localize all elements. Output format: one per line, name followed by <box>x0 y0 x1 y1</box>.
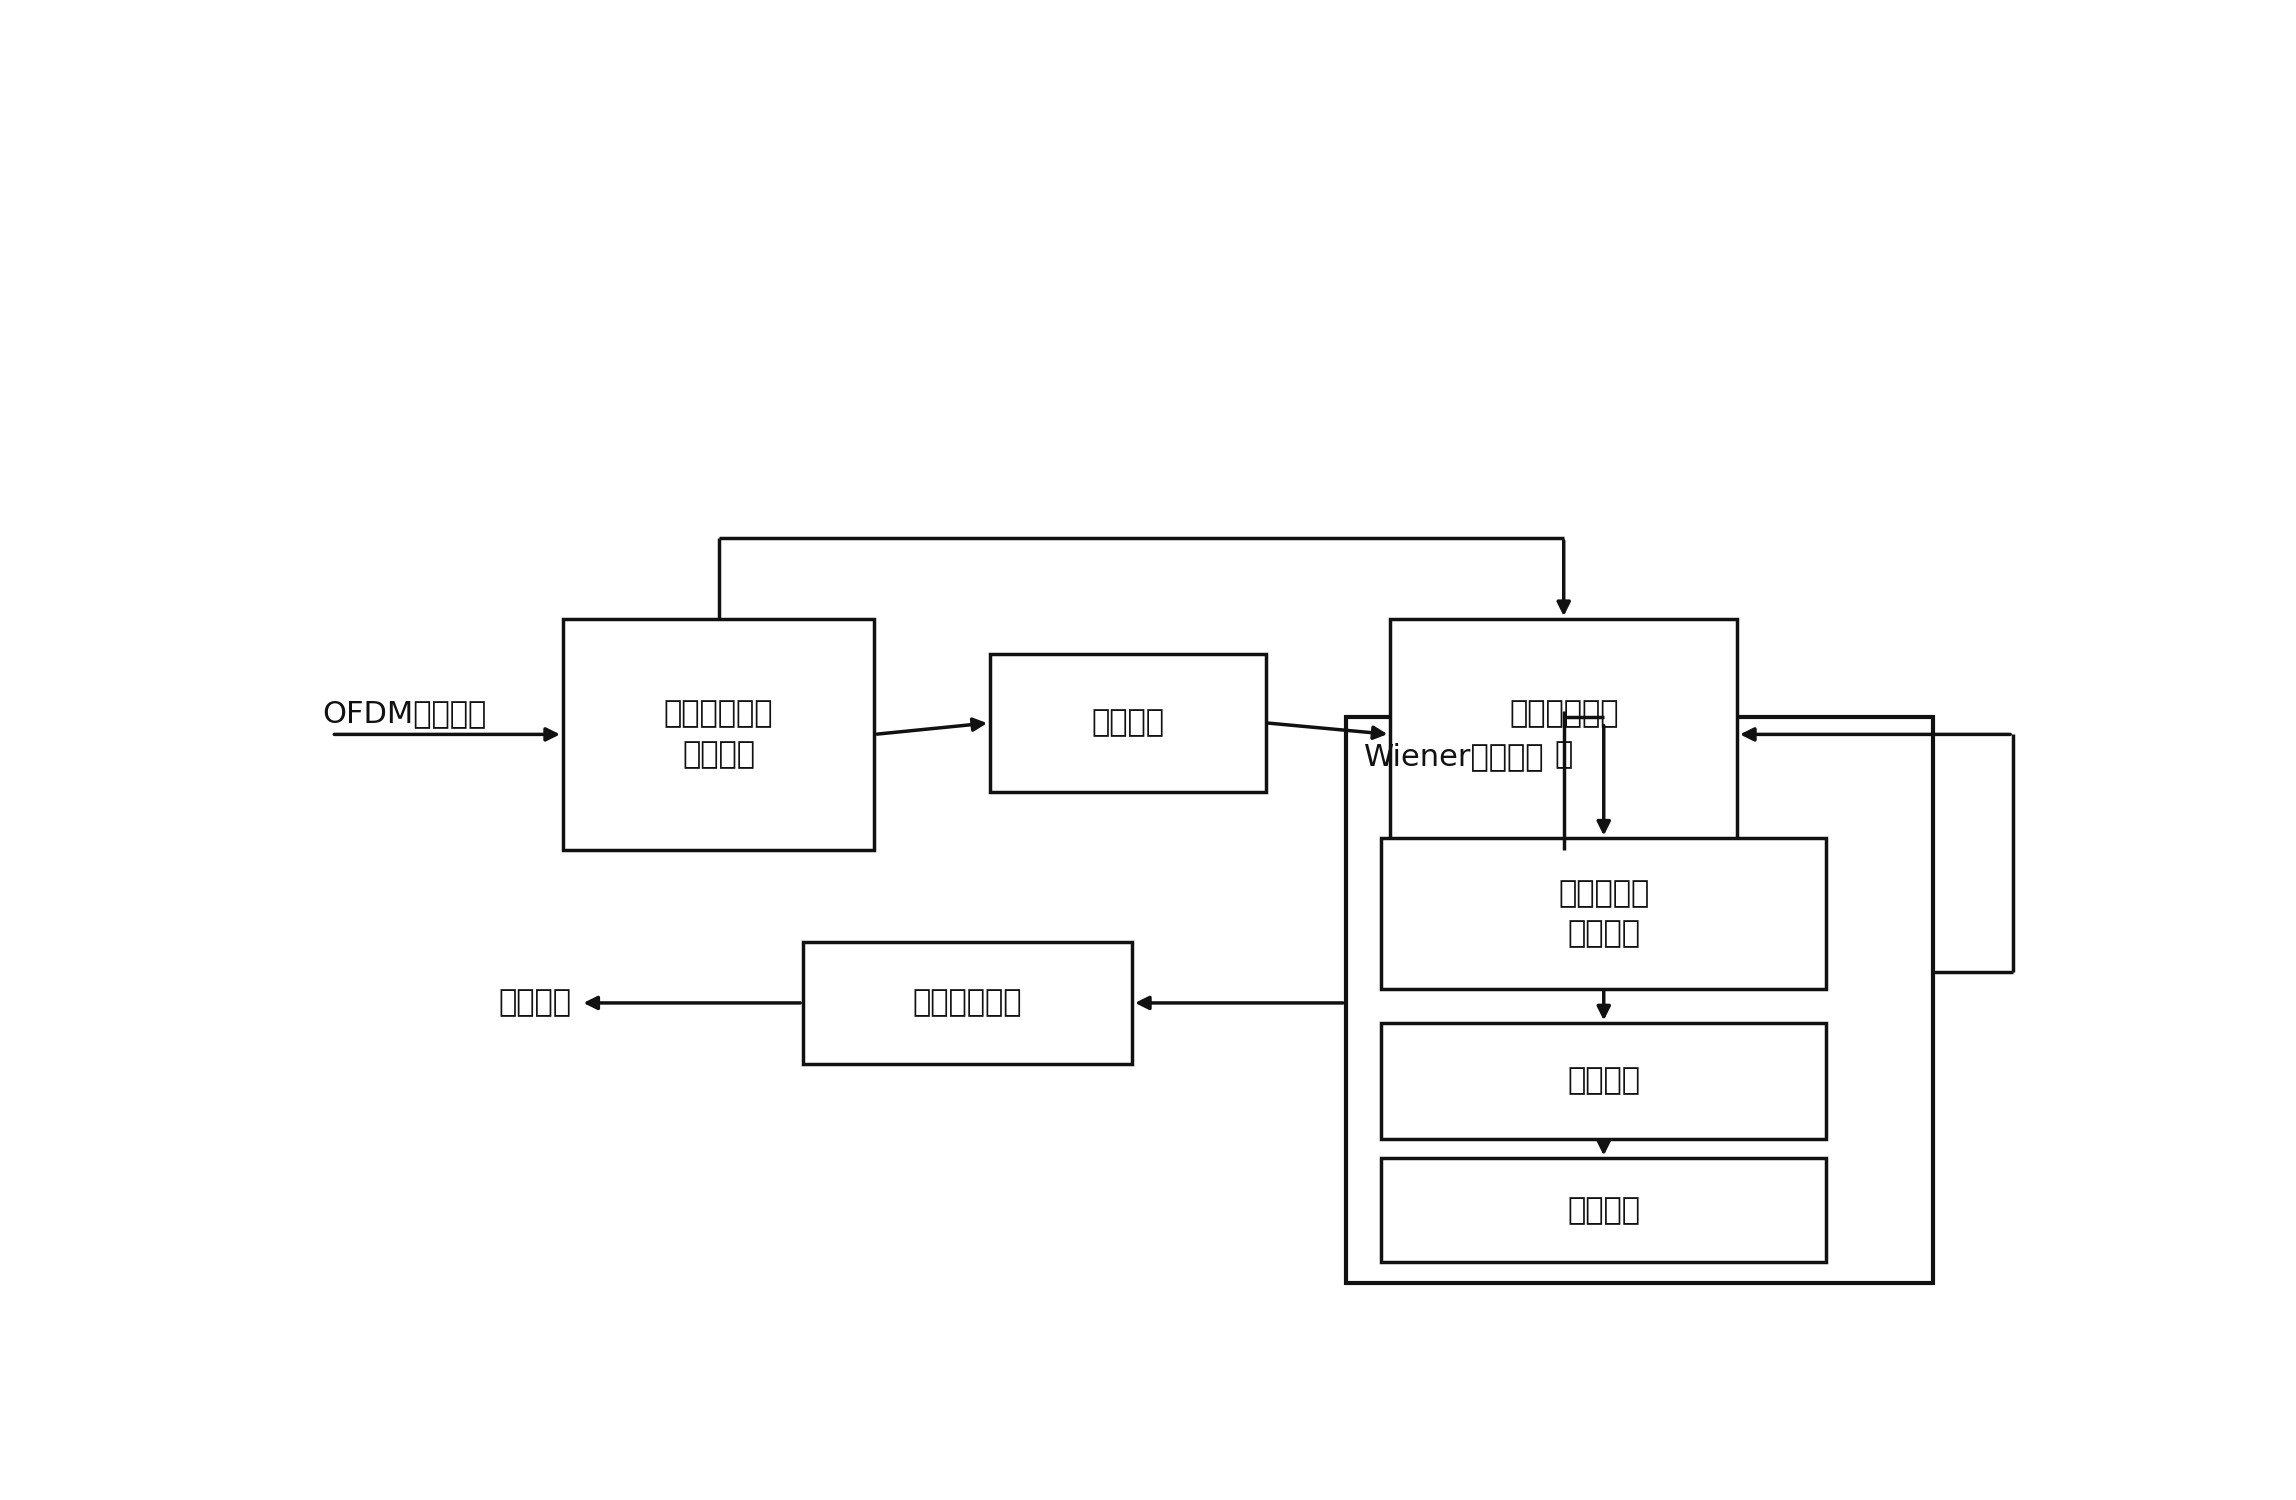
Bar <box>563 620 875 850</box>
Bar <box>1382 839 1825 989</box>
Text: Wiener滤波单元: Wiener滤波单元 <box>1364 742 1543 771</box>
Text: 选择单元: 选择单元 <box>1091 708 1164 738</box>
Bar <box>990 654 1265 792</box>
Bar <box>1382 1158 1825 1262</box>
Text: 信道系数: 信道系数 <box>498 988 572 1017</box>
Bar <box>1391 620 1738 850</box>
Text: 多普勒估计单
元: 多普勒估计单 元 <box>1508 699 1619 770</box>
Text: 信道系数初步
估计单元: 信道系数初步 估计单元 <box>664 699 774 770</box>
Text: 滤波模块: 滤波模块 <box>1568 1196 1639 1225</box>
Text: 频域估计单元: 频域估计单元 <box>914 988 1022 1017</box>
Text: 计算模块: 计算模块 <box>1568 1066 1639 1095</box>
Text: OFDM导频符号: OFDM导频符号 <box>321 699 487 729</box>
Text: 滤波器阶数
确定模块: 滤波器阶数 确定模块 <box>1559 879 1649 948</box>
Bar <box>804 942 1132 1064</box>
Bar <box>1345 717 1933 1282</box>
Bar <box>1382 1023 1825 1138</box>
